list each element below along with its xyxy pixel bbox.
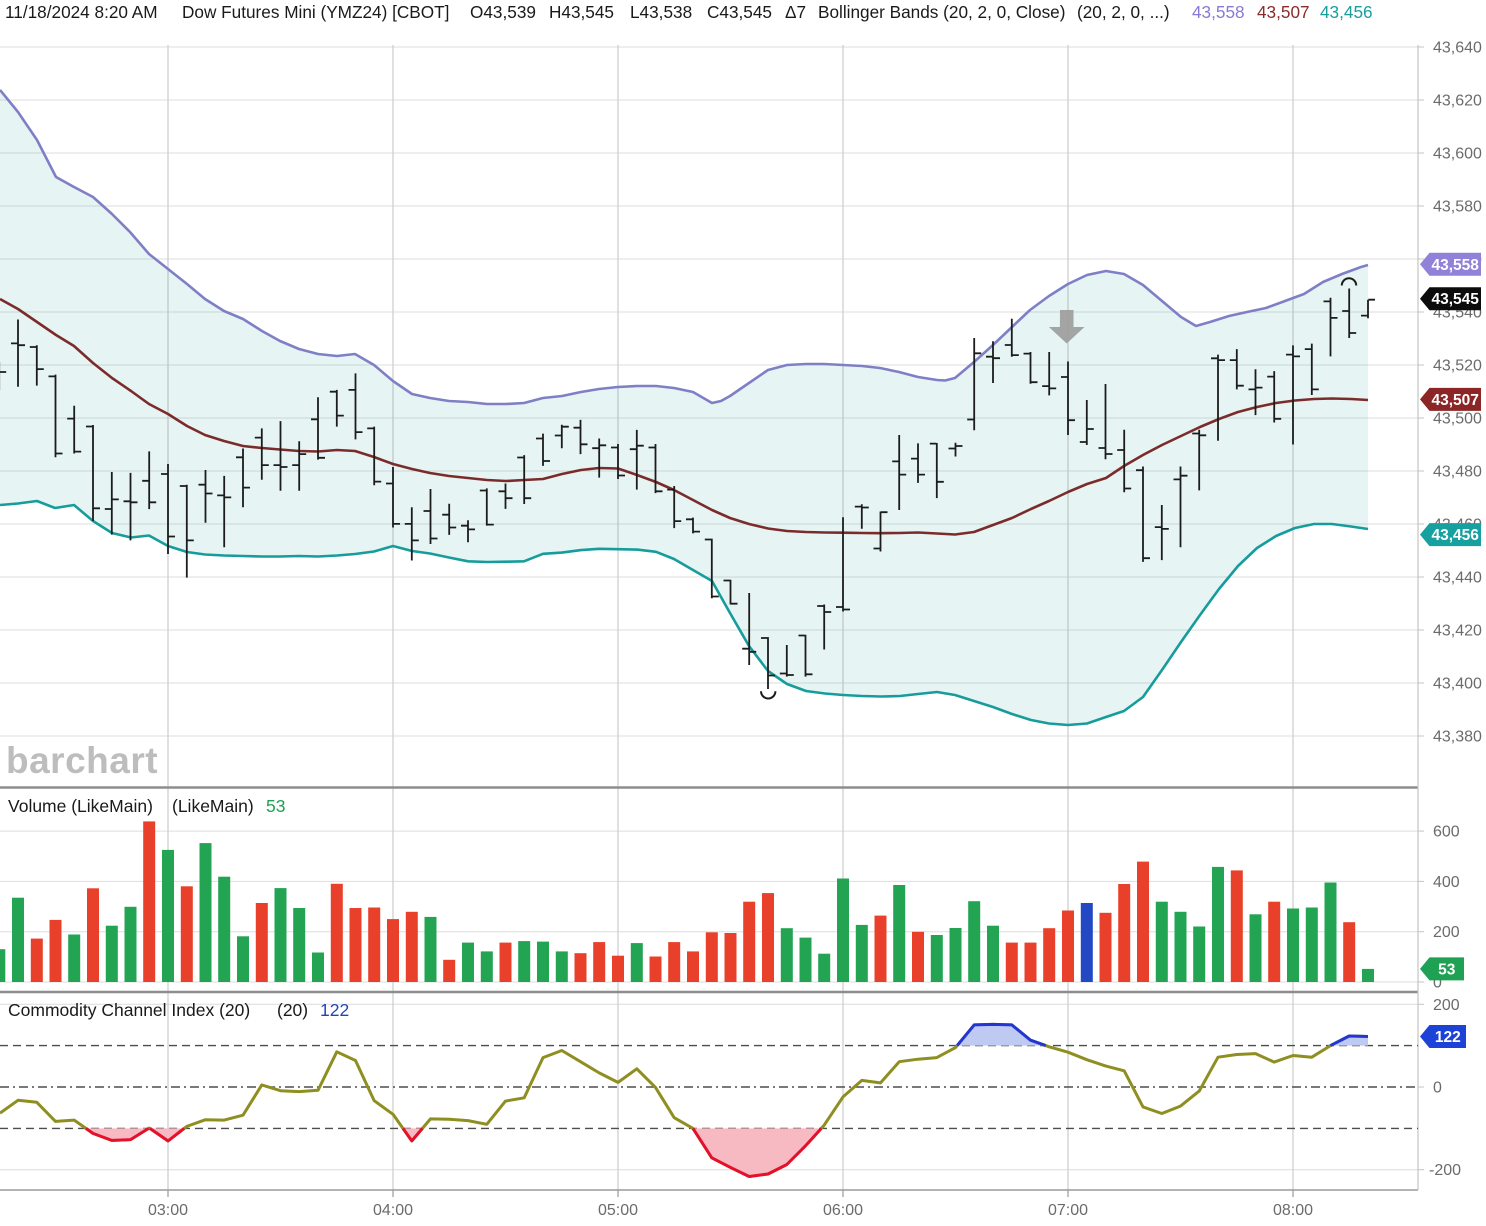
svg-text:53: 53	[1438, 961, 1456, 978]
svg-text:barchart: barchart	[6, 740, 158, 781]
svg-text:04:00: 04:00	[373, 1202, 413, 1219]
svg-text:-200: -200	[1429, 1162, 1461, 1179]
svg-text:H43,545: H43,545	[549, 2, 614, 22]
svg-text:200: 200	[1433, 997, 1460, 1014]
svg-text:(20): (20)	[277, 1000, 308, 1020]
svg-text:0: 0	[1433, 975, 1442, 992]
svg-text:43,600: 43,600	[1433, 146, 1482, 163]
svg-text:122: 122	[320, 1000, 349, 1020]
svg-text:43,380: 43,380	[1433, 729, 1482, 746]
svg-text:0: 0	[1433, 1080, 1442, 1097]
svg-text:43,456: 43,456	[1320, 2, 1373, 22]
svg-text:05:00: 05:00	[598, 1202, 638, 1219]
svg-text:11/18/2024 8:20 AM: 11/18/2024 8:20 AM	[5, 2, 158, 22]
svg-text:43,558: 43,558	[1431, 257, 1479, 274]
svg-text:07:00: 07:00	[1048, 1202, 1088, 1219]
svg-text:43,507: 43,507	[1257, 2, 1310, 22]
svg-text:Dow Futures Mini (YMZ24) [CBOT: Dow Futures Mini (YMZ24) [CBOT]	[182, 2, 449, 22]
svg-text:43,420: 43,420	[1433, 623, 1482, 640]
svg-text:(20, 2, 0, ...): (20, 2, 0, ...)	[1077, 2, 1170, 22]
svg-text:Commodity Channel Index (20): Commodity Channel Index (20)	[8, 1000, 250, 1020]
svg-text:43,545: 43,545	[1431, 291, 1479, 308]
svg-text:(LikeMain): (LikeMain)	[172, 796, 254, 816]
svg-text:C43,545: C43,545	[707, 2, 772, 22]
svg-text:Bollinger Bands (20, 2, 0, Clo: Bollinger Bands (20, 2, 0, Close)	[818, 2, 1065, 22]
svg-text:06:00: 06:00	[823, 1202, 863, 1219]
svg-text:Δ7: Δ7	[785, 2, 806, 22]
svg-text:43,440: 43,440	[1433, 570, 1482, 587]
svg-text:43,500: 43,500	[1433, 411, 1482, 428]
svg-text:43,620: 43,620	[1433, 93, 1482, 110]
svg-text:43,558: 43,558	[1192, 2, 1245, 22]
svg-text:03:00: 03:00	[148, 1202, 188, 1219]
svg-text:43,400: 43,400	[1433, 676, 1482, 693]
svg-text:O43,539: O43,539	[470, 2, 536, 22]
svg-text:600: 600	[1433, 824, 1460, 841]
svg-text:43,507: 43,507	[1431, 392, 1478, 409]
svg-text:43,480: 43,480	[1433, 464, 1482, 481]
svg-text:08:00: 08:00	[1273, 1202, 1313, 1219]
svg-text:400: 400	[1433, 874, 1460, 891]
svg-text:200: 200	[1433, 924, 1460, 941]
svg-text:Volume (LikeMain): Volume (LikeMain)	[8, 796, 153, 816]
svg-text:L43,538: L43,538	[630, 2, 692, 22]
svg-text:53: 53	[266, 796, 285, 816]
svg-text:43,456: 43,456	[1431, 527, 1479, 544]
svg-text:43,640: 43,640	[1433, 40, 1482, 57]
svg-text:43,580: 43,580	[1433, 199, 1482, 216]
svg-text:43,520: 43,520	[1433, 358, 1482, 375]
svg-text:122: 122	[1435, 1029, 1461, 1046]
